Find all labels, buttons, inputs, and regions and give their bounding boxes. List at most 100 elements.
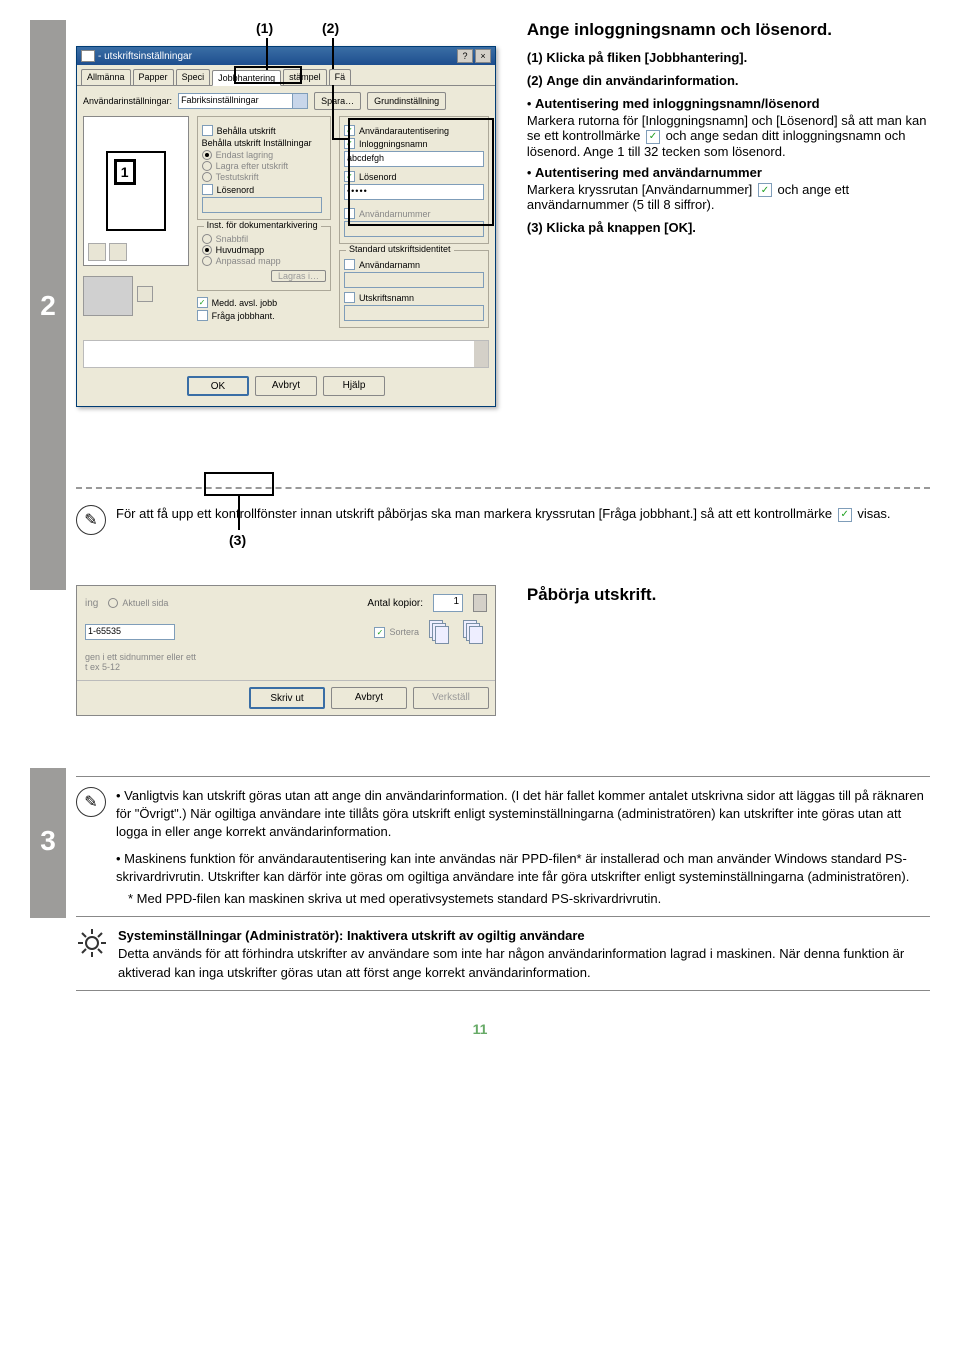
note-2-footnote: * Med PPD-filen kan maskinen skriva ut m… <box>128 890 930 908</box>
copies-label: Antal kopior: <box>367 598 423 609</box>
tab-speci[interactable]: Speci <box>176 69 211 85</box>
help-text-1: gen i ett sidnummer eller ett <box>85 652 487 662</box>
note-3-title: Systeminställningar (Administratör): Ina… <box>118 928 585 943</box>
printer-illustration-icon <box>83 276 133 316</box>
username-input <box>344 272 484 288</box>
copies-input[interactable]: 1 <box>433 594 463 612</box>
pencil-icon: ✎ <box>76 505 106 535</box>
radio-store-after[interactable]: Lagra efter utskrift <box>202 161 326 171</box>
note-3: Systeminställningar (Administratör): Ina… <box>76 927 930 982</box>
gear-icon <box>76 927 108 959</box>
help-icon[interactable]: ? <box>457 49 473 63</box>
userset-label: Användarinställningar: <box>83 96 172 106</box>
step-2-number: 2 <box>30 290 66 322</box>
tab-papper[interactable]: Papper <box>133 69 174 85</box>
apply-button: Verkställ <box>413 687 489 709</box>
check-icon: ✓ <box>758 183 772 197</box>
defaults-button[interactable]: Grundinställning <box>367 92 446 110</box>
note-2-para-1: Vanligtvis kan utskrift göras utan att a… <box>116 788 924 839</box>
highlight-ok <box>204 472 274 496</box>
note-1-body-a: För att få upp ett kontrollfönster innan… <box>116 506 832 521</box>
store-in-button: Lagras i… <box>271 270 326 282</box>
preview-option-icon[interactable] <box>88 243 106 261</box>
callout-2-label: (2) <box>322 20 339 36</box>
note-1: ✎ För att få upp ett kontrollfönster inn… <box>76 505 930 535</box>
page-number: 11 <box>30 1021 930 1037</box>
jobname-input <box>344 305 484 321</box>
instructions-step-2: Ange inloggningsnamn och lösenord. (1) K… <box>513 20 930 407</box>
info-icon[interactable] <box>137 286 153 302</box>
chk-ask-jobhandling[interactable]: Fråga jobbhant. <box>197 310 331 321</box>
radio-quickfile[interactable]: Snabbfil <box>202 234 326 244</box>
retain-print-checkbox[interactable]: Behålla utskrift <box>202 125 326 136</box>
note-3-body: Detta används för att förhindra utskrift… <box>118 945 930 981</box>
preview-panel: 1 <box>83 116 189 334</box>
preview-page-number: 1 <box>114 159 136 185</box>
screenshot-1-wrapper: (1) (2) - utskriftsinställningar ? × All… <box>76 20 513 407</box>
page-range-input[interactable]: 1-65535 <box>85 624 175 640</box>
step-3-number: 3 <box>30 825 66 857</box>
dialog3-button-row: Skriv ut Avbryt Verkställ <box>77 680 495 715</box>
instr-3-text: Klicka på knappen [OK]. <box>546 220 696 235</box>
close-icon[interactable]: × <box>475 49 491 63</box>
dialog-button-row: OK Avbryt Hjälp <box>83 368 489 400</box>
callout-1-label: (1) <box>256 20 273 36</box>
note-2: ✎ • Vanligtvis kan utskrift göras utan a… <box>76 787 930 908</box>
std-identity-title: Standard utskriftsidentitet <box>346 244 454 254</box>
userset-select[interactable]: Fabriksinställningar <box>178 93 308 109</box>
bullet-1-title: Autentisering med inloggningsnamn/löseno… <box>527 96 930 111</box>
preview-option-icon[interactable] <box>109 243 127 261</box>
radio-mainfolder[interactable]: Huvudmapp <box>202 245 326 255</box>
save-button[interactable]: Spara… <box>314 92 361 110</box>
print-button[interactable]: Skriv ut <box>249 687 325 709</box>
ok-button[interactable]: OK <box>187 376 249 396</box>
note-1-body-b: visas. <box>857 506 890 521</box>
radio-test-print[interactable]: Testutskrift <box>202 172 326 182</box>
retain-subtitle: Behålla utskrift Inställningar <box>202 138 326 148</box>
check-icon: ✓ <box>838 508 852 522</box>
instr-2-num: (2) <box>527 73 543 88</box>
radio-customfolder[interactable]: Anpassad mapp <box>202 256 326 266</box>
instr-1-num: (1) <box>527 50 543 65</box>
check-icon: ✓ <box>646 130 660 144</box>
password-field-disabled <box>202 197 322 213</box>
collate-icon <box>429 620 453 644</box>
step-3-heading: Påbörja utskrift. <box>527 585 930 605</box>
instr-2-text: Ange din användarinformation. <box>546 73 738 88</box>
chk-jobname[interactable]: Utskriftsnamn <box>344 292 484 303</box>
step-2-heading: Ange inloggningsnamn och lösenord. <box>527 20 930 40</box>
collate-icon <box>463 620 487 644</box>
highlight-auth <box>348 118 494 226</box>
instr-3-num: (3) <box>527 220 543 235</box>
radio-current-page[interactable]: Aktuell sida <box>108 598 168 608</box>
tab-allmanna[interactable]: Allmänna <box>81 69 131 85</box>
callout-line <box>332 138 348 140</box>
chk-password[interactable]: Lösenord <box>202 184 326 195</box>
archive-group: Inst. för dokumentarkivering Snabbfil Hu… <box>197 226 331 291</box>
cancel-button[interactable]: Avbryt <box>331 687 407 709</box>
dialog-title: - utskriftsinställningar <box>98 51 455 62</box>
archive-title: Inst. för dokumentarkivering <box>204 220 321 230</box>
retain-group: Behålla utskrift Behålla utskrift Instäl… <box>197 116 331 220</box>
chk-sort[interactable]: ✓Sortera <box>374 627 419 638</box>
callout-line <box>238 496 240 530</box>
highlight-tab <box>234 66 302 84</box>
bullet-2-body-a: Markera kryssrutan [Användarnummer] <box>527 182 752 197</box>
print-dialog-fragment: ing Aktuell sida Antal kopior: 1 1-65535… <box>76 585 496 716</box>
callout-line <box>332 38 334 138</box>
print-settings-dialog: - utskriftsinställningar ? × Allmänna Pa… <box>76 46 496 407</box>
tab-fa[interactable]: Fä <box>329 69 352 85</box>
radio-only-store[interactable]: Endast lagring <box>202 150 326 160</box>
note-2-para-2: Maskinens funktion för användarautentise… <box>116 851 909 884</box>
bullet-2-title: Autentisering med användarnummer <box>527 165 930 180</box>
chk-username[interactable]: Användarnamn <box>344 259 484 270</box>
help-button[interactable]: Hjälp <box>323 376 385 396</box>
dialog-title-bar: - utskriftsinställningar ? × <box>77 47 495 65</box>
instr-1-text: Klicka på fliken [Jobbhantering]. <box>546 50 747 65</box>
cancel-button[interactable]: Avbryt <box>255 376 317 396</box>
truncated-text: ing <box>85 598 98 609</box>
callout-3-label: (3) <box>229 532 246 548</box>
copies-spinner[interactable] <box>473 594 487 612</box>
std-identity-group: Standard utskriftsidentitet Användarnamn… <box>339 250 489 328</box>
chk-notify-done[interactable]: ✓Medd. avsl. jobb <box>197 297 331 308</box>
